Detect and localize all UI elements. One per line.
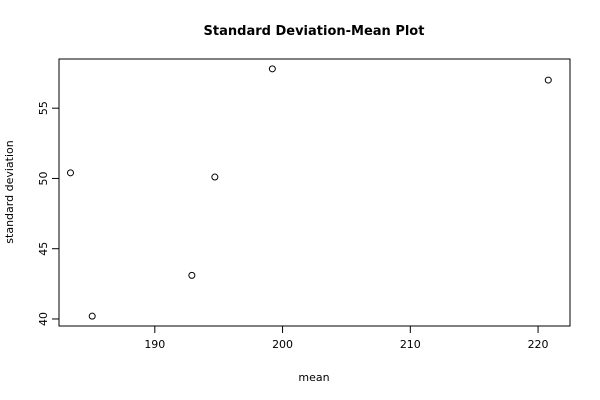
x-tick-label: 210	[400, 338, 421, 351]
y-tick-label: 45	[37, 242, 50, 256]
y-axis: 40 45 50 55	[37, 101, 59, 326]
data-point	[66, 169, 74, 177]
plot-frame	[58, 58, 571, 327]
y-axis-label: standard deviation	[3, 140, 16, 243]
x-axis-label: mean	[298, 371, 329, 384]
chart-title: Standard Deviation-Mean Plot	[204, 24, 425, 39]
data-point	[211, 173, 219, 181]
y-tick-label: 55	[37, 101, 50, 115]
x-tick-label: 220	[528, 338, 549, 351]
data-point	[188, 271, 196, 279]
x-axis: 190 200 210 220	[144, 326, 549, 351]
y-tick-label: 50	[37, 171, 50, 185]
data-point	[544, 76, 552, 84]
x-tick-label: 200	[272, 338, 293, 351]
y-tick-label: 40	[37, 312, 50, 326]
x-tick-label: 190	[144, 338, 165, 351]
data-point	[88, 312, 96, 320]
data-points	[66, 65, 552, 320]
data-point	[268, 65, 276, 73]
